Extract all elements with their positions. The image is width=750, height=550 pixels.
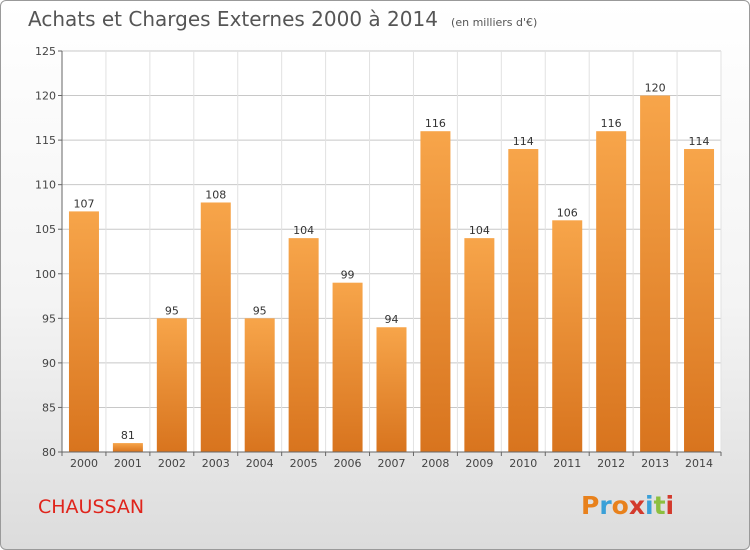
logo-letter: i xyxy=(665,491,675,520)
bar-value-label: 95 xyxy=(165,304,179,317)
bar xyxy=(552,220,583,452)
bars: 107 81 95 108 95 104 99 94 116 104 114 106 116 120 114 xyxy=(68,82,715,453)
bar xyxy=(156,318,187,452)
x-tick-label: 2004 xyxy=(246,457,274,470)
bar xyxy=(508,149,539,452)
x-tick-label: 2010 xyxy=(509,457,537,470)
y-tick-label: 80 xyxy=(42,446,56,459)
bar xyxy=(68,211,99,452)
bar xyxy=(640,95,671,453)
logo-letter: t xyxy=(653,491,666,520)
axes: 80 85 90 95 100 105 110 115 120 125 2000 2001 2002 20… xyxy=(35,45,722,470)
bar-value-label: 116 xyxy=(601,117,622,130)
bar-value-label: 99 xyxy=(341,269,355,282)
bar xyxy=(464,238,495,452)
x-tick-label: 2005 xyxy=(290,457,318,470)
bar-value-label: 116 xyxy=(425,117,446,130)
y-tick-label: 125 xyxy=(35,45,56,58)
bar xyxy=(244,318,275,452)
bar-value-label: 95 xyxy=(253,304,267,317)
commune-name: CHAUSSAN xyxy=(38,496,145,518)
bar-value-label: 108 xyxy=(205,188,226,201)
x-tick-label: 2013 xyxy=(641,457,669,470)
y-tick-label: 95 xyxy=(42,312,56,325)
x-tick-label: 2012 xyxy=(597,457,625,470)
logo-letter: r xyxy=(599,491,612,520)
logo-letter: o xyxy=(611,491,629,520)
y-tick-label: 90 xyxy=(42,357,56,370)
bar-value-label: 94 xyxy=(385,313,399,326)
bar xyxy=(200,202,231,452)
y-tick-label: 110 xyxy=(35,179,56,192)
x-tick-label: 2014 xyxy=(685,457,713,470)
bar xyxy=(596,131,627,452)
chart-title: Achats et Charges Externes 2000 à 2014 (… xyxy=(28,7,537,31)
bar-value-label: 120 xyxy=(645,82,666,95)
x-tick-label: 2006 xyxy=(334,457,362,470)
x-tick-label: 2009 xyxy=(465,457,493,470)
x-tick-label: 2000 xyxy=(70,457,98,470)
y-tick-label: 105 xyxy=(35,223,56,236)
logo-letter: i xyxy=(645,491,654,520)
bar-value-label: 104 xyxy=(293,224,314,237)
x-tick-label: 2008 xyxy=(421,457,449,470)
x-tick-label: 2011 xyxy=(553,457,581,470)
proxiti-logo: Proxiti xyxy=(581,491,674,520)
y-tick-label: 100 xyxy=(35,268,56,281)
bar-value-label: 114 xyxy=(689,135,710,148)
bar xyxy=(288,238,319,452)
chart-title-text: Achats et Charges Externes 2000 à 2014 xyxy=(28,7,438,31)
x-tick-label: 2002 xyxy=(158,457,186,470)
x-tick-label: 2001 xyxy=(114,457,142,470)
x-tick-label: 2007 xyxy=(378,457,406,470)
chart-unit: (en milliers d'€) xyxy=(451,16,538,29)
bar xyxy=(420,131,451,452)
bar xyxy=(684,149,715,452)
bar xyxy=(376,327,407,452)
logo-letter: P xyxy=(581,491,600,520)
y-tick-label: 115 xyxy=(35,134,56,147)
y-tick-label: 120 xyxy=(35,90,56,103)
x-tick-label: 2003 xyxy=(202,457,230,470)
y-tick-label: 85 xyxy=(42,401,56,414)
bar-value-label: 107 xyxy=(73,197,94,210)
bar xyxy=(112,443,143,452)
bar-value-label: 104 xyxy=(469,224,490,237)
bar-value-label: 106 xyxy=(557,206,578,219)
bar-value-label: 114 xyxy=(513,135,534,148)
logo-letter: x xyxy=(628,491,645,520)
bar-value-label: 81 xyxy=(121,429,135,442)
bar xyxy=(332,282,363,452)
